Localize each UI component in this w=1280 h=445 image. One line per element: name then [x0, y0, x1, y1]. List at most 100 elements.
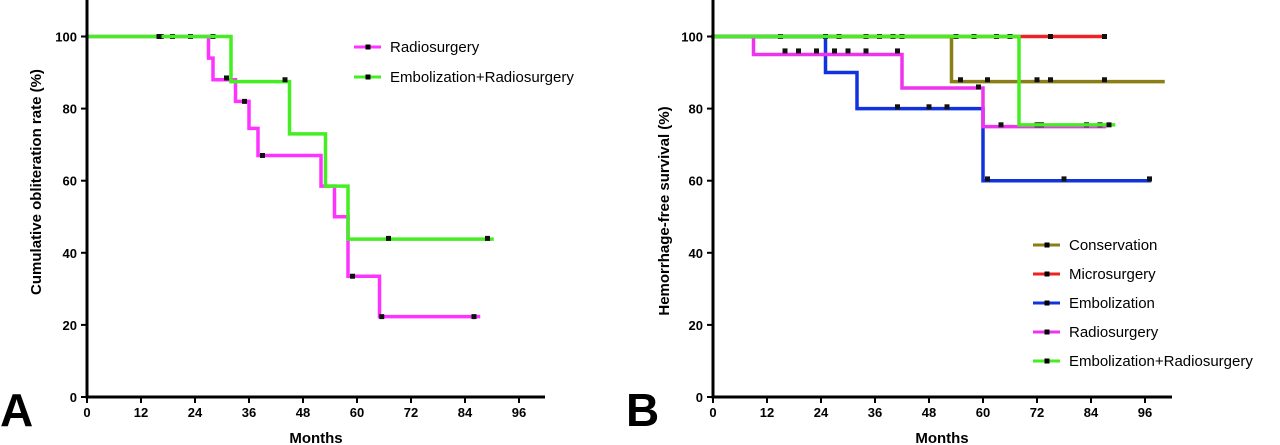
- panel-b-y-axis-title: Hemorrhage-free survival (%): [656, 106, 673, 315]
- panel-a-y-axis-title: Cumulative obliteration rate (%): [28, 69, 45, 295]
- panel-a-x-tick-label: 96: [512, 405, 526, 420]
- panel-b-chart: 0 12 24 36 48 60 72 84 96 0 20 40 60 80 100 Months He…: [626, 0, 1253, 445]
- panel-b-censor-mark-conservation: [958, 77, 963, 83]
- panel-b-censor-mark-conservation: [1034, 77, 1040, 83]
- panel-b-censor-mark-radiosurgery: [832, 48, 837, 54]
- panel-a-y-tick-label: 80: [63, 102, 77, 117]
- legend-label-embolization-radiosurgery: Embolization+Radiosurgery: [390, 69, 574, 86]
- panel-a-letter: A: [0, 384, 33, 436]
- panel-b-y-tick-label: 100: [681, 30, 703, 45]
- panel-a-plot-area: [85, 34, 494, 320]
- panel-a-censor-mark-radiosurgery: [260, 152, 265, 158]
- panel-b-x-tick-label: 0: [709, 405, 716, 420]
- legend-marker-microsurgery: [1044, 271, 1050, 277]
- panel-b-censor-mark-radiosurgery: [845, 48, 851, 54]
- legend-label-embolization: Embolization: [1069, 295, 1155, 312]
- panel-b-y-tick-label: 0: [696, 390, 703, 405]
- panel-a-censor-mark-embolization-radiosurgery: [156, 34, 162, 39]
- panel-a-x-ticks: 0 12 24 36 48 60 72 84 96: [83, 397, 526, 420]
- panel-b-y-tick-label: 60: [689, 174, 703, 189]
- panel-b-censor-mark-radiosurgery: [895, 48, 900, 54]
- panel-a-y-tick-label: 0: [70, 390, 77, 405]
- panel-a-censor-mark-radiosurgery: [242, 98, 247, 104]
- panel-b-x-tick-label: 36: [868, 405, 882, 420]
- panel-b-series-embolization-radiosurgery: [711, 34, 1116, 127]
- panel-b-censor-mark-embolization: [1061, 176, 1067, 182]
- panel-a-series-embolization-radiosurgery: [85, 34, 494, 241]
- panel-b-y-ticks: 0 20 40 60 80 100: [681, 30, 713, 405]
- panel-a-x-axis-title: Months: [289, 430, 342, 445]
- panel-a-censor-mark-embolization-radiosurgery: [282, 77, 288, 83]
- panel-a-y-tick-label: 100: [55, 30, 77, 45]
- panel-b-x-tick-label: 12: [760, 405, 774, 420]
- panel-a-censor-mark-embolization-radiosurgery: [485, 235, 490, 241]
- legend-marker-embolization: [1044, 300, 1050, 306]
- panel-a-y-tick-label: 40: [63, 246, 77, 261]
- panel-b-censor-mark-radiosurgery: [863, 48, 869, 54]
- legend-label-conservation: Conservation: [1069, 237, 1157, 254]
- panel-b-x-tick-label: 24: [814, 405, 829, 420]
- panel-a-censor-mark-embolization-radiosurgery: [224, 75, 229, 81]
- legend-label-embolization-radiosurgery-b: Embolization+Radiosurgery: [1069, 353, 1253, 370]
- panel-a-series-radiosurgery: [85, 34, 481, 319]
- panel-b-x-tick-label: 60: [976, 405, 990, 420]
- panel-b-series-conservation: [711, 34, 1165, 84]
- panel-b-censor-mark-embolization: [1147, 176, 1152, 182]
- legend-label-radiosurgery-b: Radiosurgery: [1069, 324, 1159, 341]
- panel-b-x-tick-label: 48: [922, 405, 936, 420]
- panel-a-y-tick-label: 20: [63, 318, 77, 333]
- panel-b-plot-area: [711, 34, 1165, 183]
- panel-a-y-ticks: 0 20 40 60 80 100: [55, 30, 87, 405]
- panel-b-x-tick-label: 72: [1030, 405, 1044, 420]
- panel-b-censor-mark-embolization: [895, 104, 900, 110]
- legend-marker-conservation: [1044, 242, 1050, 248]
- panel-a-x-tick-label: 12: [134, 405, 148, 420]
- panel-b-y-tick-label: 40: [689, 246, 703, 261]
- panel-b-censor-mark-radiosurgery: [782, 48, 788, 54]
- panel-a-legend: Radiosurgery Embolization+Radiosurgery: [354, 39, 574, 86]
- panel-a-x-tick-label: 60: [350, 405, 364, 420]
- panel-a-x-tick-label: 24: [188, 405, 203, 420]
- legend-marker-embolization-radiosurgery-b: [1044, 358, 1050, 364]
- panel-b-x-tick-label: 84: [1084, 405, 1099, 420]
- panel-b-series-radiosurgery: [711, 34, 1107, 129]
- panel-b-y-tick-label: 80: [689, 102, 703, 117]
- panel-b-x-ticks: 0 12 24 36 48 60 72 84 96: [709, 397, 1152, 420]
- panel-b-censor-mark-radiosurgery: [976, 84, 981, 90]
- panel-a-censor-mark-embolization-radiosurgery: [386, 235, 391, 241]
- panel-b-censor-mark-embolization: [985, 176, 990, 182]
- panel-a-x-tick-label: 0: [83, 405, 90, 420]
- panel-b-censor-mark-embolization: [926, 104, 932, 110]
- panel-b-censor-mark-microsurgery: [1102, 34, 1107, 39]
- panel-b-censor-mark-microsurgery: [1048, 34, 1053, 39]
- panel-b-censor-mark-radiosurgery: [814, 48, 819, 54]
- panel-b-series-embolization: [711, 34, 1152, 183]
- legend-label-radiosurgery: Radiosurgery: [390, 39, 480, 56]
- panel-b-censor-mark-embolization: [944, 104, 950, 110]
- panel-a-x-tick-label: 84: [458, 405, 473, 420]
- panel-a-censor-mark-radiosurgery: [379, 314, 385, 320]
- panel-a-x-tick-label: 48: [296, 405, 310, 420]
- legend-marker-radiosurgery-b: [1044, 329, 1050, 335]
- panel-a-y-tick-label: 60: [63, 174, 77, 189]
- panel-b-letter: B: [626, 384, 659, 436]
- panel-a-censor-mark-radiosurgery: [350, 273, 355, 279]
- panel-b-censor-mark-radiosurgery: [796, 48, 801, 54]
- panel-a-x-tick-label: 72: [404, 405, 418, 420]
- panel-b-censor-mark-conservation: [1048, 77, 1053, 83]
- panel-b-censor-mark-conservation: [1102, 77, 1107, 83]
- panel-b-legend: Conservation Microsurgery Embolization R…: [1033, 237, 1253, 370]
- legend-label-microsurgery: Microsurgery: [1069, 266, 1156, 283]
- panel-b-y-tick-label: 20: [689, 318, 703, 333]
- panel-b-censor-mark-radiosurgery: [998, 122, 1004, 128]
- panel-b-censor-mark-conservation: [985, 77, 990, 83]
- panel-b-censor-mark-embolization-radiosurgery: [1106, 122, 1112, 128]
- panel-a-chart: 0 12 24 36 48 60 72 84 96 0 20 40 60 80 100 Months Cu…: [0, 0, 574, 445]
- panel-b-x-tick-label: 96: [1138, 405, 1152, 420]
- panel-a-censor-mark-radiosurgery: [471, 314, 477, 320]
- panel-a-x-tick-label: 36: [242, 405, 256, 420]
- legend-marker-embolization-radiosurgery: [365, 74, 371, 80]
- legend-marker-radiosurgery: [365, 44, 371, 50]
- panel-b-x-axis-title: Months: [915, 430, 968, 445]
